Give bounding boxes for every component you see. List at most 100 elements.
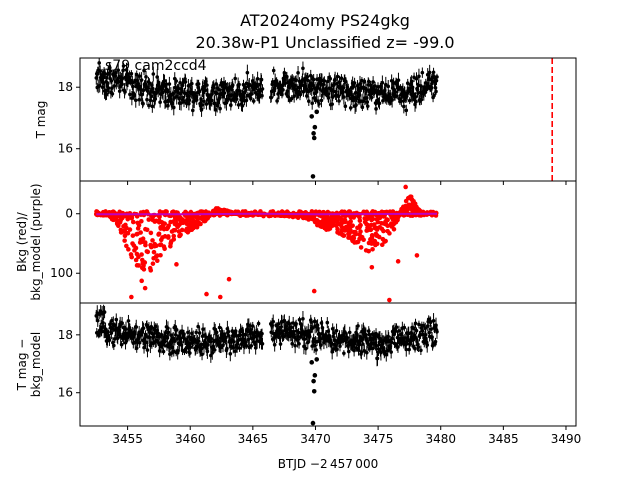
data-point	[405, 81, 410, 85]
data-point	[339, 219, 345, 224]
data-point	[141, 326, 146, 330]
data-point	[385, 348, 390, 353]
data-point	[356, 324, 360, 328]
data-point	[144, 75, 148, 79]
data-point	[339, 76, 344, 80]
data-point	[319, 98, 324, 103]
data-point	[147, 81, 152, 85]
y-axis-label-line: bkg_model	[29, 332, 43, 398]
data-point	[171, 237, 177, 242]
outlier-point	[311, 131, 316, 136]
y-axis-label-line: T mag −	[15, 339, 29, 392]
data-point	[190, 81, 194, 86]
data-point	[313, 209, 319, 214]
spike-point	[414, 253, 420, 258]
data-point	[334, 328, 339, 333]
x-tick-label: 3480	[425, 432, 456, 446]
data-point	[414, 99, 418, 104]
data-point	[197, 331, 202, 335]
data-point	[157, 349, 162, 353]
data-point	[372, 238, 378, 244]
data-point	[327, 221, 332, 226]
data-point	[384, 352, 389, 357]
data-point	[423, 332, 428, 337]
data-point	[425, 324, 430, 328]
data-point	[401, 209, 406, 214]
data-point	[244, 88, 248, 92]
data-point	[358, 339, 363, 343]
data-point	[319, 343, 323, 347]
data-point	[282, 334, 286, 339]
data-point	[161, 226, 167, 231]
data-point	[352, 81, 357, 85]
data-point	[383, 238, 388, 244]
data-point	[343, 330, 347, 334]
data-point	[237, 346, 242, 350]
data-point	[304, 87, 309, 91]
data-point	[414, 77, 419, 81]
data-point	[369, 233, 375, 238]
data-point	[373, 242, 378, 248]
data-point	[154, 258, 160, 264]
data-point	[424, 87, 429, 92]
data-point	[287, 334, 291, 339]
data-point	[387, 231, 392, 236]
data-point	[146, 217, 152, 222]
data-point	[310, 101, 314, 106]
data-point	[361, 99, 365, 104]
data-point	[161, 349, 166, 354]
data-point	[148, 230, 154, 236]
data-point	[301, 316, 305, 321]
data-point	[322, 79, 327, 83]
data-point	[411, 92, 416, 96]
data-point	[311, 77, 316, 82]
outlier-point	[312, 373, 318, 378]
data-point	[161, 342, 165, 347]
data-point	[380, 80, 385, 85]
data-point	[427, 70, 432, 75]
data-point	[139, 78, 144, 82]
data-point	[374, 233, 380, 238]
spike-point	[403, 184, 408, 190]
data-point	[387, 92, 392, 96]
data-point	[250, 79, 255, 83]
data-point	[178, 232, 183, 238]
data-point	[346, 349, 351, 354]
data-point	[343, 104, 348, 109]
data-point	[297, 342, 301, 346]
data-point	[412, 326, 416, 331]
data-point	[170, 101, 175, 105]
data-point	[104, 92, 109, 96]
data-point	[144, 249, 150, 254]
data-point	[256, 321, 261, 326]
outlier-point	[312, 124, 318, 130]
data-point	[221, 95, 225, 99]
data-point	[314, 348, 318, 352]
data-point	[131, 84, 135, 89]
data-point	[260, 93, 264, 98]
data-point	[142, 68, 146, 73]
data-point	[205, 83, 209, 87]
data-point	[127, 227, 133, 232]
outlier-point	[311, 378, 316, 384]
data-point	[183, 228, 189, 234]
data-point	[141, 101, 145, 106]
data-point	[353, 231, 359, 237]
data-point	[126, 247, 131, 252]
data-point	[244, 344, 249, 348]
data-point	[332, 331, 336, 335]
y-tick-label: 100	[50, 266, 73, 280]
data-point	[186, 93, 190, 98]
data-point	[417, 74, 421, 79]
y-axis-label-line: T mag	[34, 101, 48, 140]
data-point	[165, 89, 170, 94]
data-point	[292, 335, 297, 340]
data-point	[201, 327, 205, 331]
data-point	[420, 70, 425, 75]
data-point	[179, 101, 183, 105]
data-point	[196, 324, 200, 329]
data-point	[407, 347, 411, 352]
data-point	[304, 346, 308, 351]
data-point	[188, 351, 192, 355]
data-point	[389, 224, 394, 229]
